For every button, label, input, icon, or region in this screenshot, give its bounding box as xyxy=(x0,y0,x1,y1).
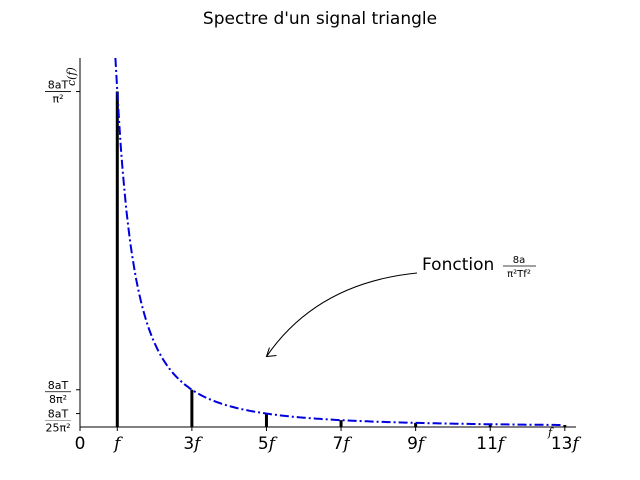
x-tick-label-4: 7f xyxy=(332,434,352,454)
annotation-label: Fonction xyxy=(422,255,494,275)
x-tick-label-0: 0 xyxy=(75,434,86,454)
x-tick-label-5: 9f xyxy=(407,434,427,454)
x-tick-label-6: 11f xyxy=(476,434,507,454)
x-tick-label-2: 3f xyxy=(183,434,203,454)
y-tick-label-den-1: 8π² xyxy=(49,393,67,406)
y-axis-label: c(f) xyxy=(65,67,78,86)
stems xyxy=(115,91,567,427)
chart-title: Spectre d'un signal triangle xyxy=(203,9,437,29)
x-axis-label: f xyxy=(547,426,554,439)
annotation-formula-num: 8a xyxy=(513,255,526,266)
annotation-arrow xyxy=(266,272,418,357)
y-tick-label-num-0: 8aT xyxy=(48,79,69,92)
y-tick-label-den-2: 25π² xyxy=(45,422,70,435)
y-tick-label-num-2: 8aT xyxy=(48,408,69,421)
x-tick-label-1: f xyxy=(112,434,123,454)
y-tick-label-num-1: 8aT xyxy=(48,379,69,392)
x-tick-label-7: 13f xyxy=(551,434,582,454)
annotation-arrowhead xyxy=(265,347,277,358)
annotation-formula-den: π²Tf² xyxy=(507,269,531,280)
y-tick-label-den-0: π² xyxy=(52,93,63,106)
fit-curve xyxy=(114,57,563,426)
annotation: Fonction 8a π²Tf² xyxy=(265,255,536,358)
x-tick-label-3: 5f xyxy=(258,434,278,454)
